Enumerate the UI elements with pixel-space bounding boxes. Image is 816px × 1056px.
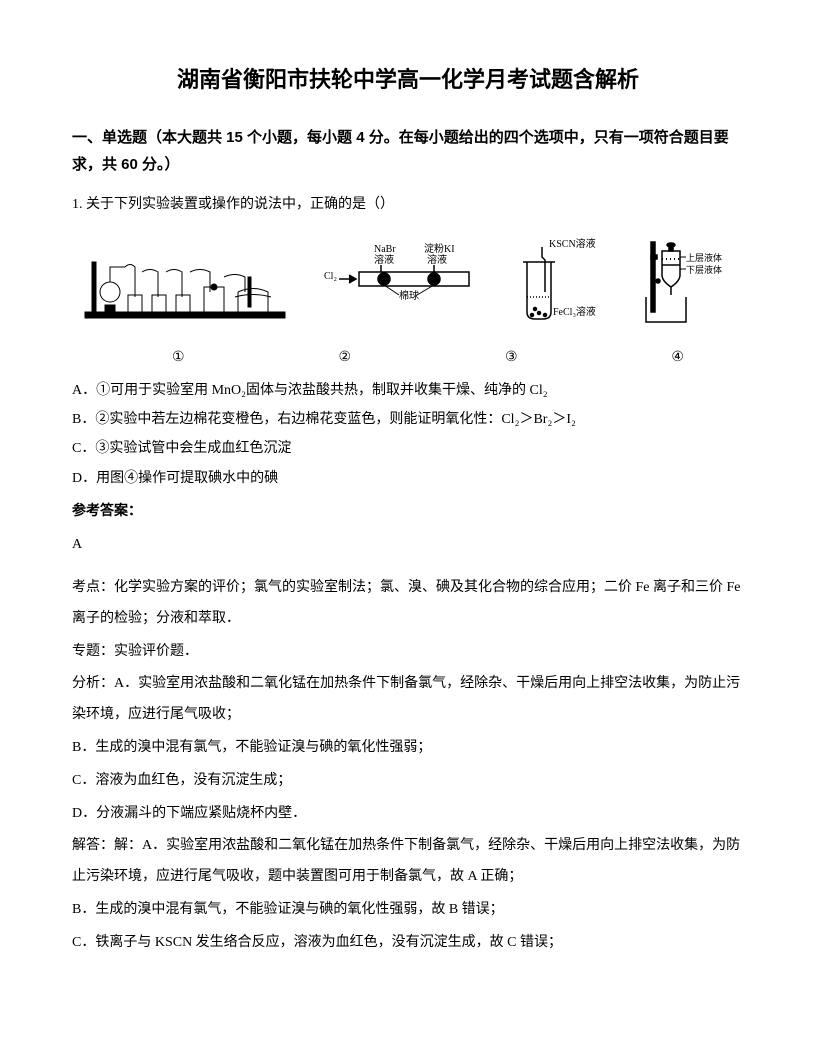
exam-title: 湖南省衡阳市扶轮中学高一化学月考试题含解析 (72, 60, 744, 100)
analysis-p8: B．生成的溴中混有氯气，不能验证溴与碘的氧化性强弱，故 B 错误； (72, 895, 744, 926)
question-intro: 1. 关于下列实验装置或操作的说法中，正确的是（） (72, 192, 744, 217)
solution-label: 溶液 (374, 253, 394, 266)
circ-2: ② (338, 345, 351, 370)
analysis-p7: 解答：解：A．实验室用浓盐酸和二氧化锰在加热条件下制备氯气，经除杂、干燥后用向上… (72, 831, 744, 893)
cotton-label: 棉球 (399, 289, 419, 302)
apparatus-2: NaBr 溶液 淀粉KI 溶液 Cl₂ 棉球 (319, 237, 479, 327)
nabr-label: NaBr (374, 244, 396, 255)
diagram-row: NaBr 溶液 淀粉KI 溶液 Cl₂ 棉球 KSCN溶液 (72, 227, 744, 337)
section-header: 一、单选题（本大题共 15 个小题，每小题 4 分。在每小题给出的四个选项中，只… (72, 124, 744, 178)
analysis-p5: C．溶液为血红色，没有沉淀生成； (72, 766, 744, 797)
fecl3-label: FeCl₃溶液 (553, 305, 596, 318)
diagram-number-row: ① ② ③ ④ (72, 345, 744, 370)
analysis-block: 考点：化学实验方案的评价；氯气的实验室制法；氯、溴、碘及其化合物的综合应用；二价… (72, 573, 744, 959)
apparatus-4: 上层液体 下层液体 (636, 237, 736, 327)
circ-4: ④ (671, 345, 684, 370)
kscn-label: KSCN溶液 (549, 237, 596, 250)
answer-label: 参考答案： (72, 499, 744, 524)
analysis-p3: 分析：A．实验室用浓盐酸和二氧化锰在加热条件下制备氯气，经除杂、干燥后用向上排空… (72, 669, 744, 731)
analysis-p1: 考点：化学实验方案的评价；氯气的实验室制法；氯、溴、碘及其化合物的综合应用；二价… (72, 573, 744, 635)
cl2-label: Cl₂ (324, 271, 337, 282)
option-a: A．①可用于实验室用 MnO₂固体与浓盐酸共热，制取并收集干燥、纯净的 Cl₂ (72, 378, 744, 403)
circ-3: ③ (505, 345, 518, 370)
analysis-p2: 专题：实验评价题． (72, 637, 744, 668)
lower-label: 下层液体 (686, 264, 722, 275)
circ-1: ① (172, 345, 185, 370)
ki-label: 淀粉KI (424, 242, 455, 255)
apparatus-1 (80, 237, 290, 327)
option-b: B．②实验中若左边棉花变橙色，右边棉花变蓝色，则能证明氧化性：Cl₂＞Br₂＞I… (72, 407, 744, 432)
analysis-p6: D．分液漏斗的下端应紧贴烧杯内壁． (72, 799, 744, 830)
apparatus-3: KSCN溶液 FeCl₃溶液 (507, 237, 607, 327)
analysis-p9: C．铁离子与 KSCN 发生络合反应，溶液为血红色，没有沉淀生成，故 C 错误； (72, 928, 744, 959)
analysis-p4: B．生成的溴中混有氯气，不能验证溴与碘的氧化性强弱； (72, 733, 744, 764)
answer-value: A (72, 532, 744, 557)
solution2-label: 溶液 (427, 253, 447, 266)
upper-label: 上层液体 (686, 252, 722, 263)
option-c: C．③实验试管中会生成血红色沉淀 (72, 436, 744, 461)
option-d: D．用图④操作可提取碘水中的碘 (72, 466, 744, 491)
